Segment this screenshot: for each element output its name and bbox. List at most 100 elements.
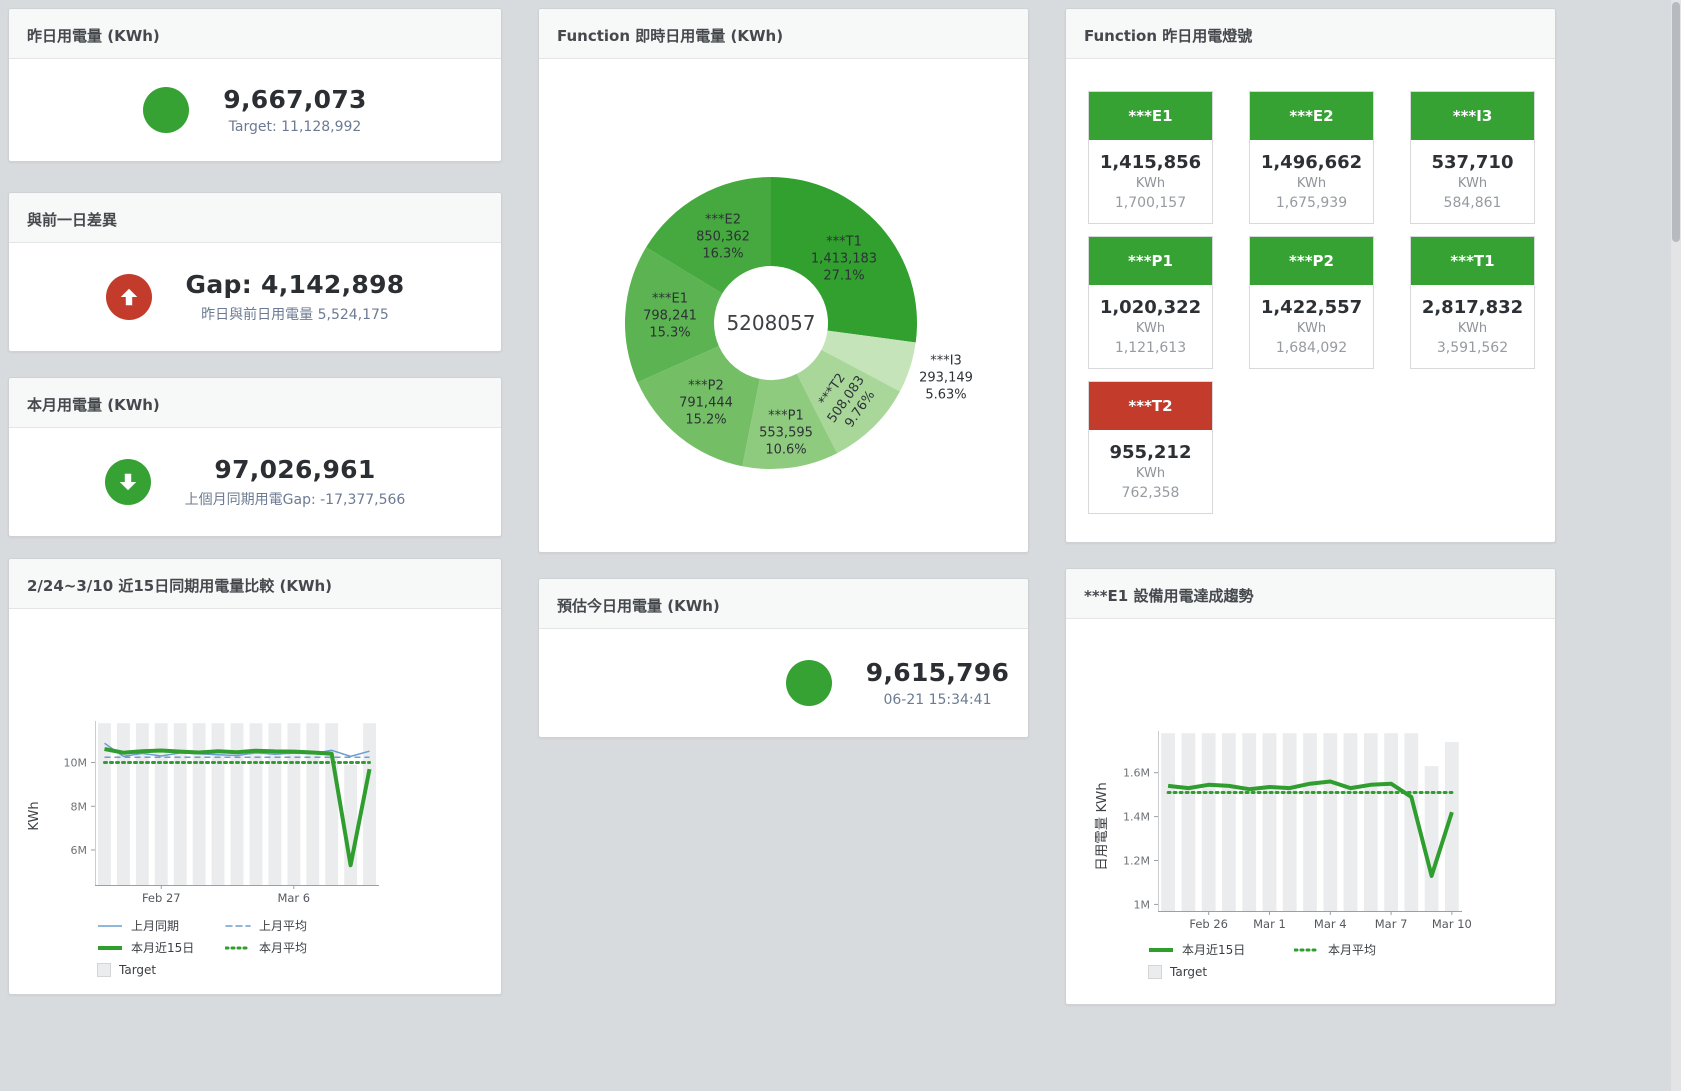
legend-item-上月同期[interactable]: 上月同期: [97, 915, 225, 936]
green-status-circle-icon: [785, 660, 832, 706]
line-swatch: [98, 945, 122, 950]
panel-header[interactable]: ***E1 設備用電達成趨勢: [1066, 569, 1555, 619]
target-bar: [287, 723, 301, 885]
legend-item-Target[interactable]: Target: [1148, 961, 1294, 982]
target-bar: [1445, 742, 1459, 911]
panel-title: ***E1 設備用電達成趨勢: [1084, 587, 1254, 605]
panel-header[interactable]: Function 即時日用電量 (KWh): [539, 9, 1028, 59]
tile-unit: KWh: [1135, 321, 1166, 336]
legend-label: 本月平均: [259, 941, 308, 955]
panel-header[interactable]: 昨日用電量 (KWh): [9, 9, 501, 59]
target-bar: [1242, 733, 1257, 911]
legend-label: 本月近15日: [1182, 943, 1246, 957]
line-swatch: [225, 946, 251, 949]
target-bar: [1404, 733, 1419, 911]
tile-unit: KWh: [1457, 176, 1488, 191]
tile-header: ***E2: [1250, 92, 1373, 140]
legend-item-本月近15日[interactable]: 本月近15日: [1148, 939, 1294, 960]
panel-title: 本月用電量 (KWh): [27, 396, 160, 414]
target-bar: [1161, 733, 1175, 911]
tile-unit: KWh: [1135, 466, 1166, 481]
legend-item-上月平均[interactable]: 上月平均: [225, 915, 353, 936]
panel-header[interactable]: 2/24~3/10 近15日同期用電量比較 (KWh): [9, 559, 501, 609]
target-bar: [1282, 733, 1297, 911]
donut-segment-E1[interactable]: [624, 247, 723, 383]
stat-body: 97,026,961 上個月同期用電Gap: -17,377,566: [9, 428, 501, 536]
panel-day-gap: 與前一日差異 Gap: 4,142,898 昨日與前日用電量 5,524,175: [8, 192, 502, 352]
chart-body: KWh 6M 8M 10M Feb 27 Mar 6 上月同期 上月平均 本月近15日 本月平…: [9, 609, 501, 994]
target-bar: [135, 723, 149, 885]
stat-body: 9,667,073 Target: 11,128,992: [9, 59, 501, 161]
svg-text:Mar 7: Mar 7: [1375, 917, 1408, 931]
tile-target-value: 1,700,157: [1114, 195, 1187, 211]
tile-target-value: 584,861: [1443, 195, 1502, 211]
compare-svg: 6M 8M 10M Feb 27 Mar 6: [64, 721, 379, 905]
tile-header: ***E1: [1089, 92, 1212, 140]
donut-segment-P1[interactable]: [742, 373, 838, 470]
svg-text:10M: 10M: [64, 757, 88, 770]
target-bar: [154, 723, 168, 885]
stat-body: Gap: 4,142,898 昨日與前日用電量 5,524,175: [9, 243, 501, 351]
panel-month-usage: 本月用電量 (KWh) 97,026,961 上個月同期用電Gap: -17,3…: [8, 377, 502, 537]
donut-label-P2: ***P2 791,444 15.2%: [679, 378, 733, 428]
panel-header[interactable]: 本月用電量 (KWh): [9, 378, 501, 428]
panel-e1-trend: ***E1 設備用電達成趨勢 日用電量 KWh 1M 1.2M 1.4M 1.6M Fe…: [1065, 568, 1556, 1005]
panel-title: Function 昨日用電燈號: [1084, 27, 1253, 45]
series-line: [104, 747, 372, 868]
tile-unit: KWh: [1135, 176, 1166, 191]
panel-title: Function 即時日用電量 (KWh): [557, 27, 784, 45]
tile-value: 1,415,856: [1099, 152, 1202, 173]
red-status-circle-icon: [105, 274, 152, 320]
donut-segment-P2[interactable]: [637, 346, 760, 467]
svg-text:1M: 1M: [1134, 898, 1151, 911]
legend-item-本月近15日[interactable]: 本月近15日: [97, 937, 225, 958]
target-bar: [98, 723, 111, 885]
tile-header: ***T2: [1089, 382, 1212, 430]
target-bar: [211, 723, 225, 885]
donut-segment-T2[interactable]: [796, 349, 900, 454]
legend-label: 上月同期: [131, 919, 180, 933]
svg-text:Feb 27: Feb 27: [142, 891, 181, 905]
tile-value: 1,422,557: [1260, 297, 1363, 318]
target-bar: [363, 723, 376, 885]
panel-header[interactable]: 與前一日差異: [9, 193, 501, 243]
donut-segment-I3[interactable]: [821, 330, 916, 392]
status-tile-T1: ***T1 2,817,832 KWh 3,591,562: [1410, 236, 1535, 369]
svg-text:1.2M: 1.2M: [1123, 855, 1150, 868]
target-bar: [1363, 733, 1378, 911]
donut-segment-T1[interactable]: [771, 177, 918, 343]
trend-line-chart: 1M 1.2M 1.4M 1.6M Feb 26 Mar 1 Mar 4 Mar 7 Mar 1…: [1080, 723, 1532, 939]
status-tile-grid: ***E1 1,415,856 KWh 1,700,157 ***E2 1,496,662…: [1066, 59, 1555, 514]
svg-text:6M: 6M: [71, 844, 88, 857]
legend-label: Target: [119, 962, 157, 977]
legend-item-Target[interactable]: Target: [97, 959, 225, 980]
status-tile-I3: ***I3 537,710 KWh 584,861: [1410, 91, 1535, 224]
panel-title: 與前一日差異: [27, 211, 118, 229]
donut-segment-E2[interactable]: [646, 176, 771, 294]
target-bar: [268, 723, 282, 885]
svg-text:Mar 10: Mar 10: [1432, 917, 1472, 931]
target-bar: [1303, 733, 1317, 911]
panel-header[interactable]: Function 昨日用電燈號: [1066, 9, 1555, 59]
donut-label-E1: ***E1 798,241 15.3%: [643, 291, 697, 341]
line-swatch: [1149, 947, 1173, 952]
scrollbar[interactable]: [1671, 0, 1681, 1091]
scrollbar-thumb[interactable]: [1672, 2, 1680, 242]
tile-target-value: 1,684,092: [1275, 340, 1348, 356]
panel-15day-comparison: 2/24~3/10 近15日同期用電量比較 (KWh) KWh 6M 8M 10M F…: [8, 558, 502, 995]
legend-item-本月平均[interactable]: 本月平均: [225, 937, 353, 958]
chart-body: 5208057 ***T1 1,413,183 27.1% ***I3 293,149 5…: [539, 59, 1028, 552]
donut-label-E2: ***E2 850,362 16.3%: [696, 212, 750, 262]
target-bar: [325, 723, 339, 885]
tile-target-value: 1,675,939: [1275, 195, 1348, 211]
tile-value: 1,020,322: [1099, 297, 1202, 318]
tile-header: ***P1: [1089, 237, 1212, 285]
legend-label: Target: [1170, 964, 1208, 979]
legend-item-本月平均[interactable]: 本月平均: [1294, 939, 1440, 960]
comparison-line-chart: 6M 8M 10M Feb 27 Mar 6: [27, 715, 475, 913]
panel-header[interactable]: 預估今日用電量 (KWh): [539, 579, 1028, 629]
chart-legend: 本月近15日 本月平均 Target: [1148, 939, 1440, 982]
target-bar: [192, 723, 206, 885]
panel-status-lights: Function 昨日用電燈號 ***E1 1,415,856 KWh 1,700,1…: [1065, 8, 1556, 543]
line-swatch: [1294, 948, 1320, 951]
